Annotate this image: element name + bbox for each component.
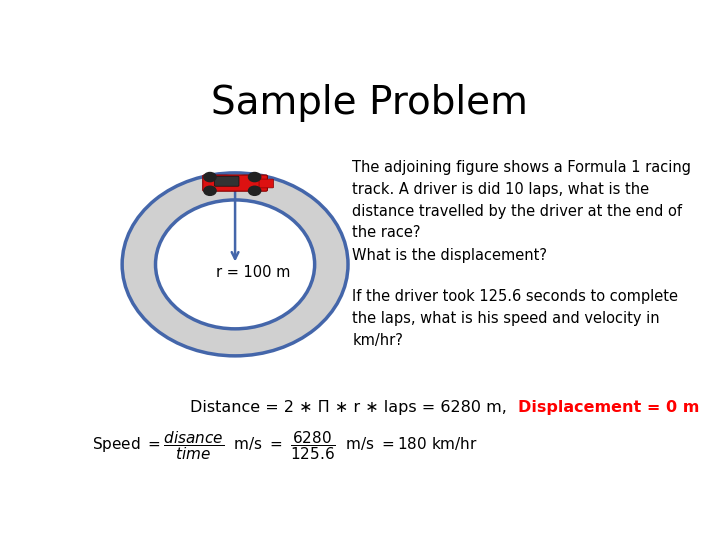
Text: The adjoining figure shows a Formula 1 racing
track. A driver is did 10 laps, wh: The adjoining figure shows a Formula 1 r… <box>352 160 691 240</box>
FancyBboxPatch shape <box>203 175 267 191</box>
Circle shape <box>248 172 261 181</box>
Text: r = 100 m: r = 100 m <box>215 265 290 280</box>
Text: Speed $= \dfrac{\mathit{disance}}{\mathit{time}}\ $ m/s $=\ \dfrac{6280}{125.6}\: Speed $= \dfrac{\mathit{disance}}{\mathi… <box>92 429 478 462</box>
Circle shape <box>204 186 216 195</box>
Ellipse shape <box>156 200 315 329</box>
Text: Distance = 2 ∗ Π ∗ r ∗ laps = 6280 m,: Distance = 2 ∗ Π ∗ r ∗ laps = 6280 m, <box>190 400 518 415</box>
Text: Sample Problem: Sample Problem <box>210 84 528 122</box>
Text: What is the displacement?: What is the displacement? <box>352 248 547 263</box>
Ellipse shape <box>122 173 348 356</box>
Circle shape <box>204 172 216 181</box>
FancyBboxPatch shape <box>215 176 239 186</box>
FancyBboxPatch shape <box>259 179 274 188</box>
Text: If the driver took 125.6 seconds to complete
the laps, what is his speed and vel: If the driver took 125.6 seconds to comp… <box>352 289 678 348</box>
Circle shape <box>248 186 261 195</box>
Text: Displacement = 0 m: Displacement = 0 m <box>518 400 699 415</box>
